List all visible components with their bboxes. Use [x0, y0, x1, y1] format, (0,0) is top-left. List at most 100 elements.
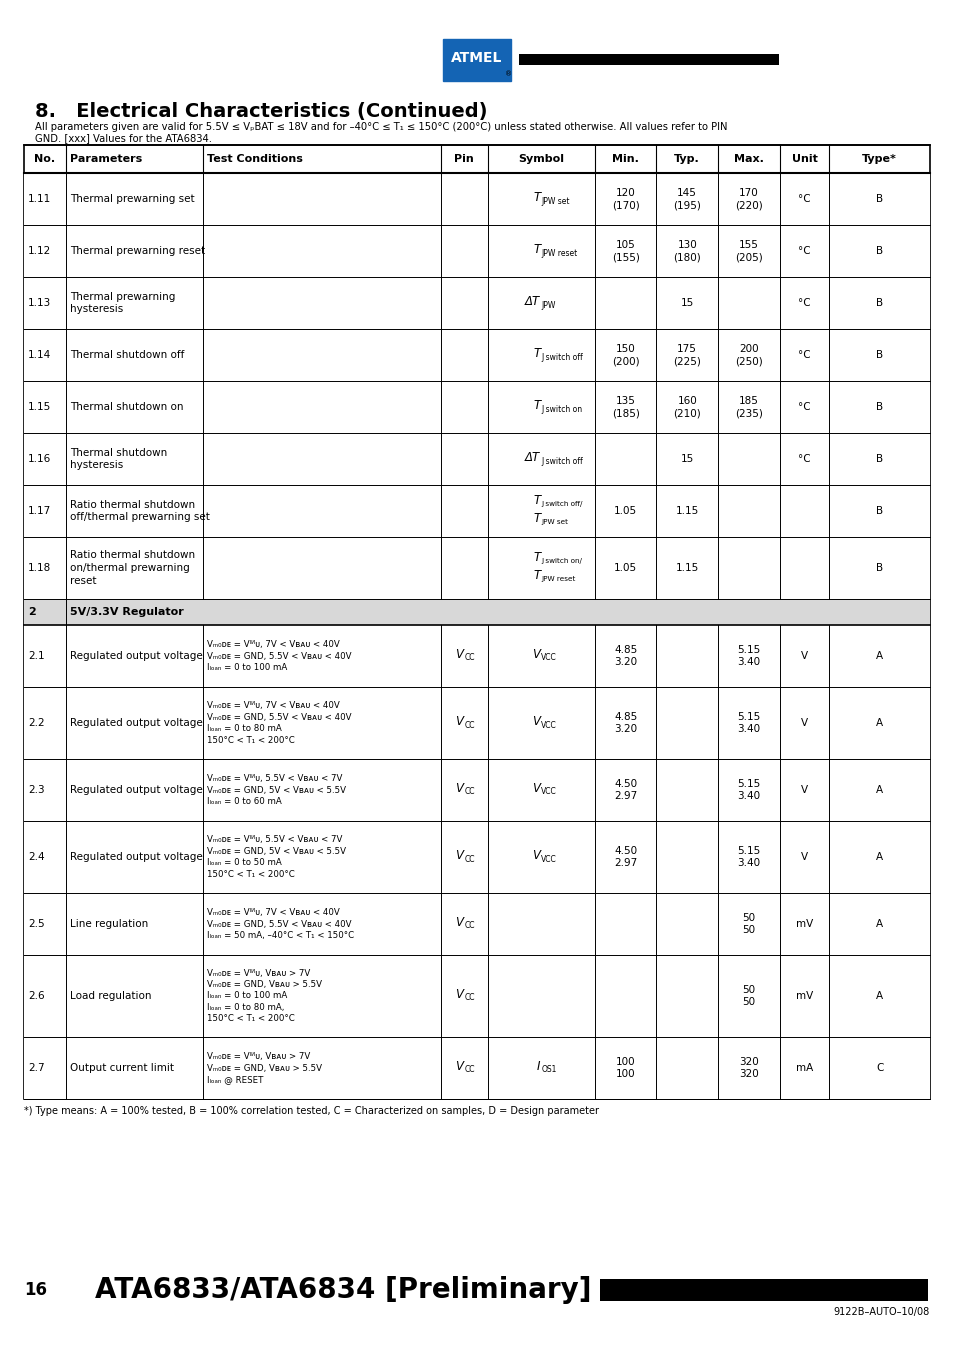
Text: 200
(250): 200 (250)	[734, 344, 761, 366]
Text: ΔT: ΔT	[525, 296, 539, 308]
Text: GND. [xxx] Values for the ATA6834.: GND. [xxx] Values for the ATA6834.	[35, 134, 212, 143]
Text: 4.85
3.20: 4.85 3.20	[614, 711, 637, 734]
Text: mV: mV	[795, 919, 812, 929]
Text: CC: CC	[464, 922, 475, 930]
Text: A: A	[875, 852, 882, 863]
Text: A: A	[875, 718, 882, 728]
Text: 135
(185): 135 (185)	[611, 396, 639, 418]
Text: B: B	[875, 402, 882, 412]
Text: 1.18: 1.18	[28, 563, 51, 572]
Text: T: T	[533, 568, 539, 582]
Text: 2.7: 2.7	[28, 1062, 45, 1073]
Text: VCC: VCC	[540, 787, 557, 796]
Text: 2.2: 2.2	[28, 718, 45, 728]
Text: 170
(220): 170 (220)	[734, 188, 761, 211]
Bar	[24, 144, 929, 1099]
Text: Max.: Max.	[733, 154, 763, 163]
Text: No.: No.	[34, 154, 55, 163]
Text: VCC: VCC	[540, 653, 557, 663]
Text: I: I	[537, 1060, 539, 1073]
Text: Type*: Type*	[862, 154, 896, 163]
Text: ATA6833/ATA6834 [Preliminary]: ATA6833/ATA6834 [Preliminary]	[95, 1276, 591, 1304]
Text: JPW set: JPW set	[540, 518, 568, 525]
Text: 4.85
3.20: 4.85 3.20	[614, 644, 637, 667]
Text: Thermal shutdown off: Thermal shutdown off	[70, 350, 184, 360]
Text: Ratio thermal shutdown
off/thermal prewarning set: Ratio thermal shutdown off/thermal prewa…	[70, 500, 210, 522]
Text: ®: ®	[505, 72, 512, 77]
Text: 1.13: 1.13	[28, 298, 51, 308]
Text: Load regulation: Load regulation	[70, 991, 151, 1000]
Bar	[518, 54, 779, 65]
Text: 175
(225): 175 (225)	[673, 344, 700, 366]
Text: Test Conditions: Test Conditions	[207, 154, 303, 163]
Text: 1.16: 1.16	[28, 454, 51, 464]
Text: Vₘ₀ᴅᴇ = Vᴵᴻᴜ, 5.5V < Vʙᴀᴜ < 7V
Vₘ₀ᴅᴇ = GND, 5V < Vʙᴀᴜ < 5.5V
Iₗₒₐₙ = 0 to 50 mA
: Vₘ₀ᴅᴇ = Vᴵᴻᴜ, 5.5V < Vʙᴀᴜ < 7V Vₘ₀ᴅᴇ = G…	[207, 836, 346, 879]
Text: V: V	[801, 784, 807, 795]
Text: 1.05: 1.05	[614, 506, 637, 516]
Text: VCC: VCC	[540, 855, 557, 864]
Text: B: B	[875, 350, 882, 360]
Text: Vₘ₀ᴅᴇ = Vᴵᴻᴜ, 7V < Vʙᴀᴜ < 40V
Vₘ₀ᴅᴇ = GND, 5.5V < Vʙᴀᴜ < 40V
Iₗₒₐₙ = 0 to 100 mA: Vₘ₀ᴅᴇ = Vᴵᴻᴜ, 7V < Vʙᴀᴜ < 40V Vₘ₀ᴅᴇ = GN…	[207, 640, 352, 672]
Text: ΔT: ΔT	[525, 451, 539, 464]
Text: B: B	[875, 246, 882, 256]
Text: 5.15
3.40: 5.15 3.40	[737, 644, 760, 667]
Text: 1.15: 1.15	[675, 563, 699, 572]
Text: Regulated output voltage: Regulated output voltage	[70, 718, 202, 728]
Text: T: T	[533, 400, 539, 412]
Text: Thermal prewarning
hysteresis: Thermal prewarning hysteresis	[70, 292, 174, 315]
Text: °C: °C	[798, 350, 810, 360]
Bar	[24, 599, 929, 625]
Bar	[24, 277, 929, 329]
Text: V: V	[801, 651, 807, 661]
Text: 185
(235): 185 (235)	[734, 396, 762, 418]
Text: Symbol: Symbol	[517, 154, 564, 163]
Text: T: T	[533, 551, 539, 564]
Text: V: V	[801, 718, 807, 728]
Text: J switch off: J switch off	[540, 456, 582, 466]
Text: B: B	[875, 563, 882, 572]
Bar	[24, 381, 929, 433]
Text: 50
50: 50 50	[741, 984, 755, 1007]
Text: CC: CC	[464, 653, 475, 663]
Text: 5V/3.3V Regulator: 5V/3.3V Regulator	[70, 608, 183, 617]
Bar	[24, 173, 929, 225]
Text: °C: °C	[798, 402, 810, 412]
Text: J switch on: J switch on	[540, 405, 582, 413]
Text: A: A	[875, 651, 882, 661]
Text: 2.1: 2.1	[28, 651, 45, 661]
Text: T: T	[533, 512, 539, 525]
Bar	[24, 625, 929, 687]
Bar	[24, 892, 929, 954]
Text: 155
(205): 155 (205)	[734, 239, 761, 262]
Text: A: A	[875, 784, 882, 795]
Text: Vₘ₀ᴅᴇ = Vᴵᴻᴜ, Vʙᴀᴜ > 7V
Vₘ₀ᴅᴇ = GND, Vʙᴀᴜ > 5.5V
Iₗₒₐₙ @ RESET: Vₘ₀ᴅᴇ = Vᴵᴻᴜ, Vʙᴀᴜ > 7V Vₘ₀ᴅᴇ = GND, Vʙᴀ…	[207, 1052, 322, 1084]
Text: 1.15: 1.15	[28, 402, 51, 412]
Text: JPW set: JPW set	[540, 197, 569, 205]
Text: Pin: Pin	[454, 154, 474, 163]
FancyBboxPatch shape	[442, 39, 511, 81]
Text: 50
50: 50 50	[741, 913, 755, 936]
Text: VCC: VCC	[540, 721, 557, 729]
Text: 2.6: 2.6	[28, 991, 45, 1000]
Text: mV: mV	[795, 991, 812, 1000]
Bar	[24, 225, 929, 277]
Text: Thermal shutdown on: Thermal shutdown on	[70, 402, 183, 412]
Text: JPW reset: JPW reset	[540, 248, 577, 258]
Text: 160
(210): 160 (210)	[673, 396, 700, 418]
Bar	[24, 433, 929, 485]
Text: 150
(200): 150 (200)	[611, 344, 639, 366]
Text: B: B	[875, 454, 882, 464]
Text: 1.15: 1.15	[675, 506, 699, 516]
Text: Vₘ₀ᴅᴇ = Vᴵᴻᴜ, Vʙᴀᴜ > 7V
Vₘ₀ᴅᴇ = GND, Vʙᴀᴜ > 5.5V
Iₗₒₐₙ = 0 to 100 mA
Iₗₒₐₙ = 0 t: Vₘ₀ᴅᴇ = Vᴵᴻᴜ, Vʙᴀᴜ > 7V Vₘ₀ᴅᴇ = GND, Vʙᴀ…	[207, 968, 322, 1023]
Text: 1.17: 1.17	[28, 506, 51, 516]
Text: 15: 15	[679, 298, 693, 308]
Text: T: T	[533, 190, 539, 204]
Text: Vₘ₀ᴅᴇ = Vᴵᴻᴜ, 7V < Vʙᴀᴜ < 40V
Vₘ₀ᴅᴇ = GND, 5.5V < Vʙᴀᴜ < 40V
Iₗₒₐₙ = 50 mA, –40°: Vₘ₀ᴅᴇ = Vᴵᴻᴜ, 7V < Vʙᴀᴜ < 40V Vₘ₀ᴅᴇ = GN…	[207, 909, 355, 940]
Text: V: V	[455, 988, 463, 1000]
Text: B: B	[875, 506, 882, 516]
Text: Thermal prewarning set: Thermal prewarning set	[70, 194, 194, 204]
Text: °C: °C	[798, 298, 810, 308]
Text: V: V	[455, 782, 463, 795]
Text: Vₘ₀ᴅᴇ = Vᴵᴻᴜ, 7V < Vʙᴀᴜ < 40V
Vₘ₀ᴅᴇ = GND, 5.5V < Vʙᴀᴜ < 40V
Iₗₒₐₙ = 0 to 80 mA
: Vₘ₀ᴅᴇ = Vᴵᴻᴜ, 7V < Vʙᴀᴜ < 40V Vₘ₀ᴅᴇ = GN…	[207, 702, 352, 745]
Text: 15: 15	[679, 454, 693, 464]
